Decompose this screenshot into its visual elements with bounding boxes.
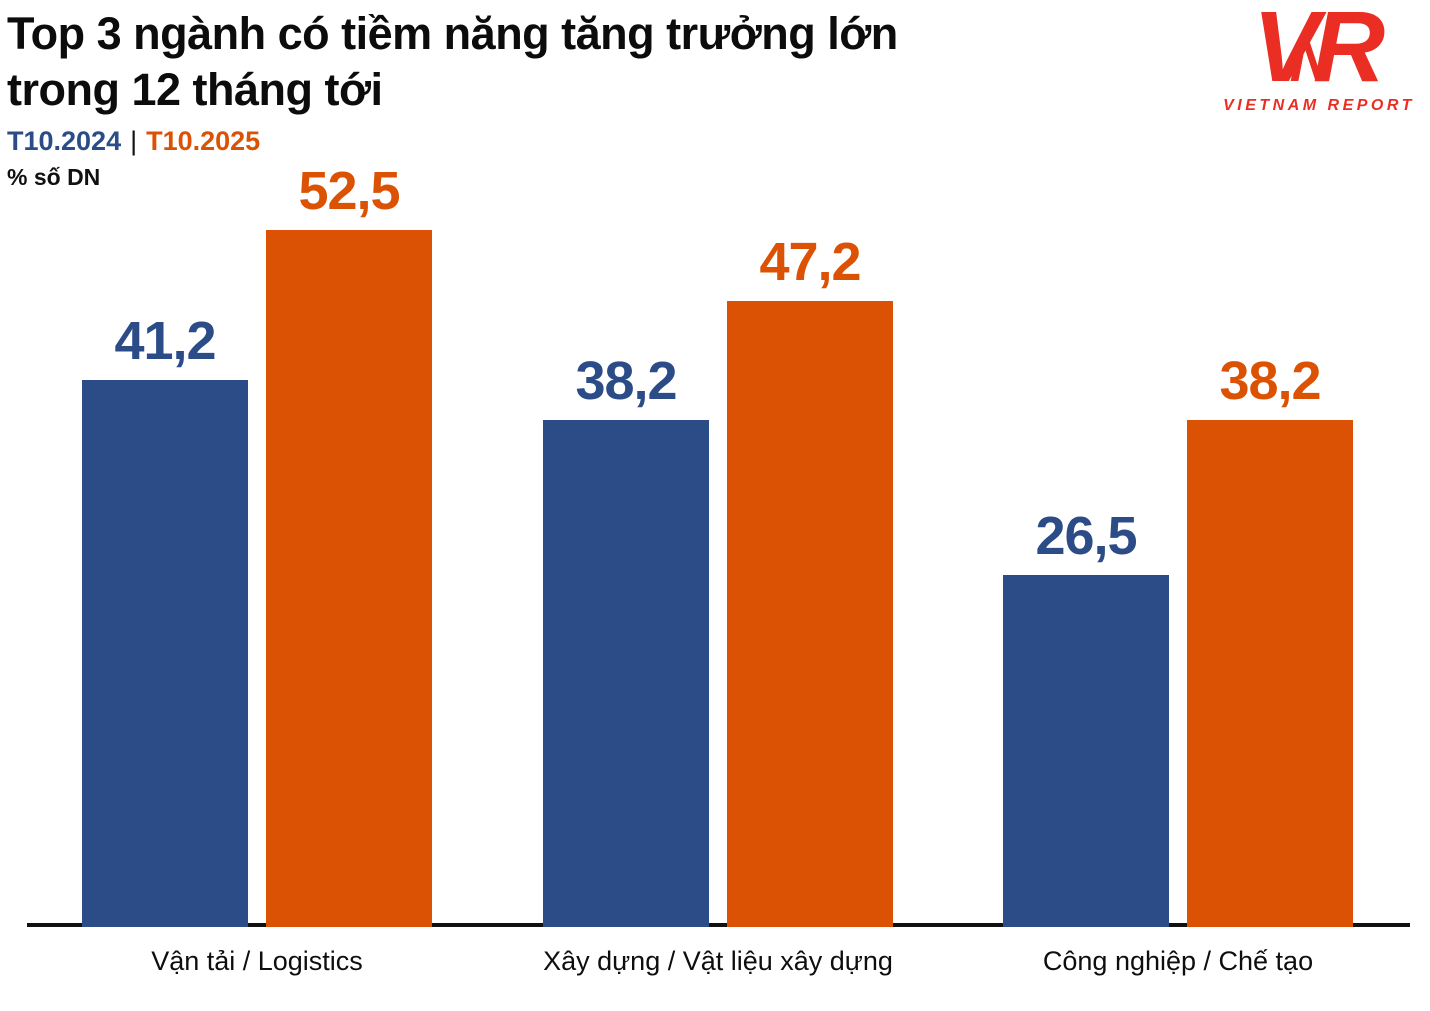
legend-separator: | bbox=[130, 126, 138, 156]
page-title-line1: Top 3 ngành có tiềm năng tăng trưởng lớn bbox=[7, 8, 898, 59]
logo-letter-v: V bbox=[1252, 0, 1320, 103]
bar bbox=[727, 301, 893, 927]
category-label: Xây dựng / Vật liệu xây dựng bbox=[543, 946, 893, 976]
category-label: Công nghiệp / Chế tạo bbox=[1042, 946, 1314, 976]
vnr-logo-mark: VNR bbox=[1214, 0, 1424, 97]
legend-series1-label: T10.2024 bbox=[7, 126, 122, 156]
bar-value-label: 38,2 bbox=[1219, 351, 1321, 411]
category-label: Vận tải / Logistics bbox=[151, 946, 363, 976]
logo-subtext: VIETNAM REPORT bbox=[1223, 97, 1415, 114]
x-axis-line bbox=[27, 923, 1410, 927]
bar-value-label: 26,5 bbox=[1035, 506, 1137, 566]
page-title-line2: trong 12 tháng tới bbox=[7, 64, 383, 115]
logo-letter-r: R bbox=[1312, 0, 1386, 103]
bar bbox=[82, 380, 248, 927]
bar-value-label: 41,2 bbox=[114, 311, 216, 371]
chart-legend: T10.2024 | T10.2025 bbox=[7, 126, 898, 156]
bar bbox=[266, 230, 432, 927]
bar-value-label: 52,5 bbox=[298, 161, 400, 221]
legend-series2-label: T10.2025 bbox=[146, 126, 261, 156]
bar-value-label: 47,2 bbox=[759, 232, 861, 292]
bar bbox=[1187, 420, 1353, 927]
unit-label: % số DN bbox=[7, 164, 101, 190]
bar bbox=[1003, 575, 1169, 927]
bar-value-label: 38,2 bbox=[575, 351, 677, 411]
logo-letter-n: N bbox=[1289, 27, 1333, 94]
vietnam-report-logo: VNR VIETNAM REPORT bbox=[1214, 0, 1424, 115]
bar bbox=[543, 420, 709, 927]
chart-header: Top 3 ngành có tiềm năng tăng trưởng lớn… bbox=[7, 6, 898, 191]
